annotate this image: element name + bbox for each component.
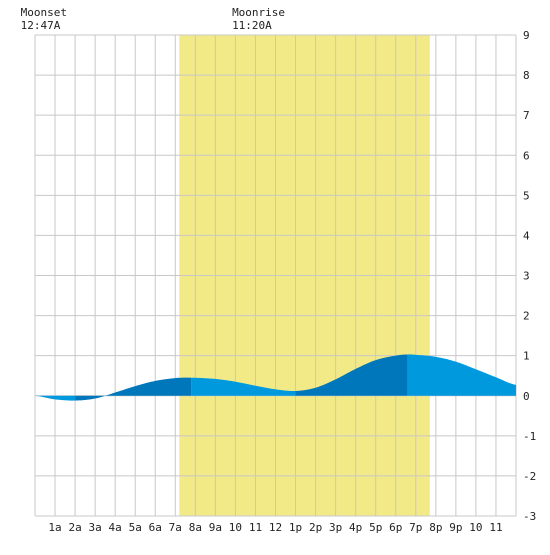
moonset-label: Moonset: [21, 6, 67, 19]
x-tick-label: 8p: [429, 521, 442, 534]
x-tick-label: 9p: [449, 521, 462, 534]
x-tick-label: 2a: [68, 521, 81, 534]
x-tick-label: 1p: [289, 521, 302, 534]
y-tick-label: 4: [523, 229, 530, 242]
axes: 1a 2a 3a 4a 5a 6a 7a 8a 9a 10 11 12 1p 2p 3p 4p 5p 6p 7p 8p…: [48, 29, 536, 534]
y-tick-label: 7: [523, 109, 530, 122]
y-tick-label: 5: [523, 189, 530, 202]
y-tick-label: 8: [523, 69, 530, 82]
x-tick-label: 5p: [369, 521, 382, 534]
y-tick-label: 2: [523, 310, 530, 323]
x-tick-label: 1a: [48, 521, 61, 534]
x-tick-label: 9a: [209, 521, 222, 534]
y-tick-label: -1: [523, 430, 536, 443]
tide-area-light: [191, 377, 296, 396]
x-tick-label: 12: [269, 521, 282, 534]
y-tick-label: -3: [523, 510, 536, 523]
x-tick-label: 6p: [389, 521, 402, 534]
y-tick-label: -2: [523, 470, 536, 483]
x-tick-label: 5a: [129, 521, 142, 534]
tide-area-dark: [75, 377, 192, 401]
moonrise-time: 11:20A: [232, 19, 272, 32]
x-tick-label: 8a: [189, 521, 202, 534]
tide-series: [35, 354, 516, 401]
x-tick-label: 10: [469, 521, 482, 534]
x-tick-label: 11: [249, 521, 262, 534]
moonset-time: 12:47A: [21, 19, 61, 32]
x-tick-label: 3p: [329, 521, 342, 534]
moon-events: Moonset 12:47A Moonrise 11:20A: [21, 6, 285, 32]
x-tick-label: 6a: [149, 521, 162, 534]
y-tick-label: 0: [523, 390, 530, 403]
y-tick-label: 1: [523, 350, 530, 363]
x-tick-label: 10: [229, 521, 242, 534]
y-tick-label: 6: [523, 149, 530, 162]
y-tick-label: 3: [523, 270, 530, 283]
x-tick-label: 3a: [89, 521, 102, 534]
x-tick-label: 4a: [109, 521, 122, 534]
tide-area-light: [35, 395, 76, 401]
x-tick-label: 11: [489, 521, 502, 534]
x-tick-label: 4p: [349, 521, 362, 534]
x-tick-label: 7p: [409, 521, 422, 534]
tide-area-light: [407, 354, 516, 396]
moonrise-label: Moonrise: [232, 6, 285, 19]
y-tick-label: 9: [523, 29, 530, 42]
x-tick-label: 2p: [309, 521, 322, 534]
grid: [34, 34, 517, 517]
tide-area-dark: [295, 354, 408, 396]
x-tick-label: 7a: [169, 521, 182, 534]
